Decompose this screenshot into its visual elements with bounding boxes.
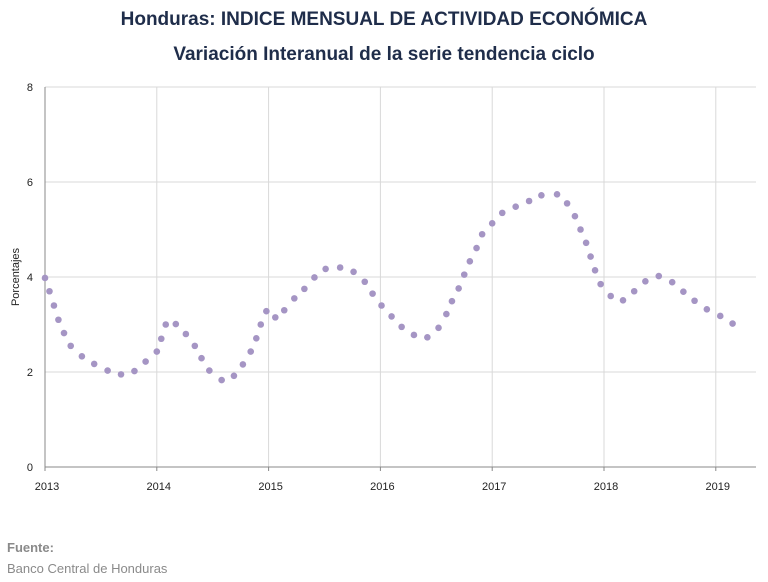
x-tick-label: 2016 bbox=[370, 481, 394, 493]
data-point bbox=[597, 280, 604, 288]
data-point bbox=[198, 354, 205, 362]
data-point bbox=[104, 367, 111, 374]
data-point bbox=[398, 323, 405, 331]
data-point bbox=[50, 302, 58, 309]
data-point bbox=[172, 320, 180, 328]
data-point bbox=[239, 361, 247, 368]
data-point bbox=[378, 302, 385, 309]
data-point bbox=[131, 367, 138, 375]
data-point bbox=[311, 274, 318, 281]
data-point bbox=[350, 268, 357, 276]
data-point bbox=[60, 329, 68, 337]
data-point bbox=[563, 200, 571, 207]
data-point bbox=[322, 265, 329, 273]
data-point bbox=[230, 372, 238, 380]
data-point bbox=[642, 277, 649, 285]
data-point bbox=[41, 274, 49, 282]
data-point bbox=[729, 320, 736, 327]
x-tick-label: 2019 bbox=[706, 481, 730, 493]
data-point bbox=[142, 358, 149, 365]
data-point bbox=[247, 348, 255, 355]
data-point bbox=[668, 278, 676, 286]
x-tick-label: 2018 bbox=[594, 481, 618, 493]
data-point bbox=[336, 264, 344, 271]
x-tick-label: 2017 bbox=[482, 481, 506, 493]
data-point bbox=[280, 306, 288, 314]
y-tick-label: 2 bbox=[27, 367, 33, 379]
data-point bbox=[410, 331, 418, 339]
data-point bbox=[153, 348, 161, 355]
data-point bbox=[473, 244, 480, 252]
data-point bbox=[478, 230, 486, 238]
y-tick-labels: 0 2 4 6 8 bbox=[27, 82, 33, 474]
x-tick-label: 2015 bbox=[258, 481, 282, 493]
data-point bbox=[206, 367, 213, 374]
data-point bbox=[655, 272, 663, 280]
y-tick-label: 8 bbox=[27, 82, 33, 94]
data-point bbox=[253, 334, 260, 342]
x-tick-label: 2013 bbox=[35, 481, 59, 493]
data-point bbox=[162, 321, 170, 328]
data-point bbox=[488, 220, 496, 227]
data-point bbox=[587, 253, 594, 260]
data-point bbox=[455, 285, 462, 292]
data-point bbox=[571, 212, 579, 220]
data-point bbox=[553, 191, 561, 198]
data-point bbox=[512, 203, 519, 210]
source-label: Fuente: bbox=[7, 540, 54, 555]
data-point bbox=[117, 371, 125, 378]
data-point bbox=[78, 353, 86, 360]
source-value: Banco Central de Honduras bbox=[7, 561, 168, 576]
data-point bbox=[591, 267, 599, 274]
grid-lines bbox=[45, 86, 756, 467]
data-point bbox=[301, 285, 308, 293]
data-point bbox=[263, 307, 270, 315]
data-point bbox=[90, 360, 98, 368]
data-point bbox=[388, 313, 395, 320]
data-point bbox=[443, 310, 450, 318]
data-point bbox=[218, 376, 225, 384]
data-point bbox=[448, 297, 456, 305]
x-tick-label: 2014 bbox=[147, 481, 171, 493]
data-point bbox=[703, 306, 711, 313]
data-point bbox=[361, 278, 369, 286]
data-point bbox=[460, 271, 468, 278]
data-point bbox=[424, 334, 431, 341]
y-tick-label: 4 bbox=[27, 272, 33, 284]
data-point bbox=[680, 288, 687, 296]
data-point bbox=[582, 239, 590, 247]
data-point bbox=[67, 342, 75, 350]
data-point bbox=[291, 295, 298, 302]
data-point bbox=[498, 209, 506, 217]
data-point bbox=[257, 321, 265, 328]
data-point bbox=[630, 287, 638, 295]
data-point bbox=[182, 330, 190, 338]
chart-title: Honduras: INDICE MENSUAL DE ACTIVIDAD EC… bbox=[120, 9, 648, 30]
data-point bbox=[466, 258, 474, 265]
data-point bbox=[577, 226, 584, 233]
data-point bbox=[716, 312, 724, 320]
data-points bbox=[41, 191, 736, 384]
data-point bbox=[607, 292, 615, 300]
y-tick-label: 0 bbox=[27, 462, 33, 474]
data-point bbox=[369, 290, 376, 297]
data-point bbox=[691, 297, 698, 305]
y-axis-label: Porcentajes bbox=[10, 247, 22, 306]
data-point bbox=[55, 316, 62, 324]
data-point bbox=[157, 335, 165, 343]
data-point bbox=[191, 342, 199, 350]
data-point bbox=[538, 192, 545, 199]
data-point bbox=[435, 324, 442, 332]
chart-subtitle: Variación Interanual de la serie tendenc… bbox=[173, 44, 595, 65]
scatter-chart: 0 2 4 6 8 2013 2014 2015 2016 2017 2018 2019 Porce… bbox=[10, 82, 756, 493]
data-point bbox=[619, 296, 627, 304]
data-point bbox=[46, 287, 53, 295]
data-point bbox=[525, 197, 533, 205]
data-point bbox=[272, 314, 279, 321]
y-tick-label: 6 bbox=[27, 177, 33, 189]
x-tick-labels: 2013 2014 2015 2016 2017 2018 2019 bbox=[35, 467, 730, 493]
